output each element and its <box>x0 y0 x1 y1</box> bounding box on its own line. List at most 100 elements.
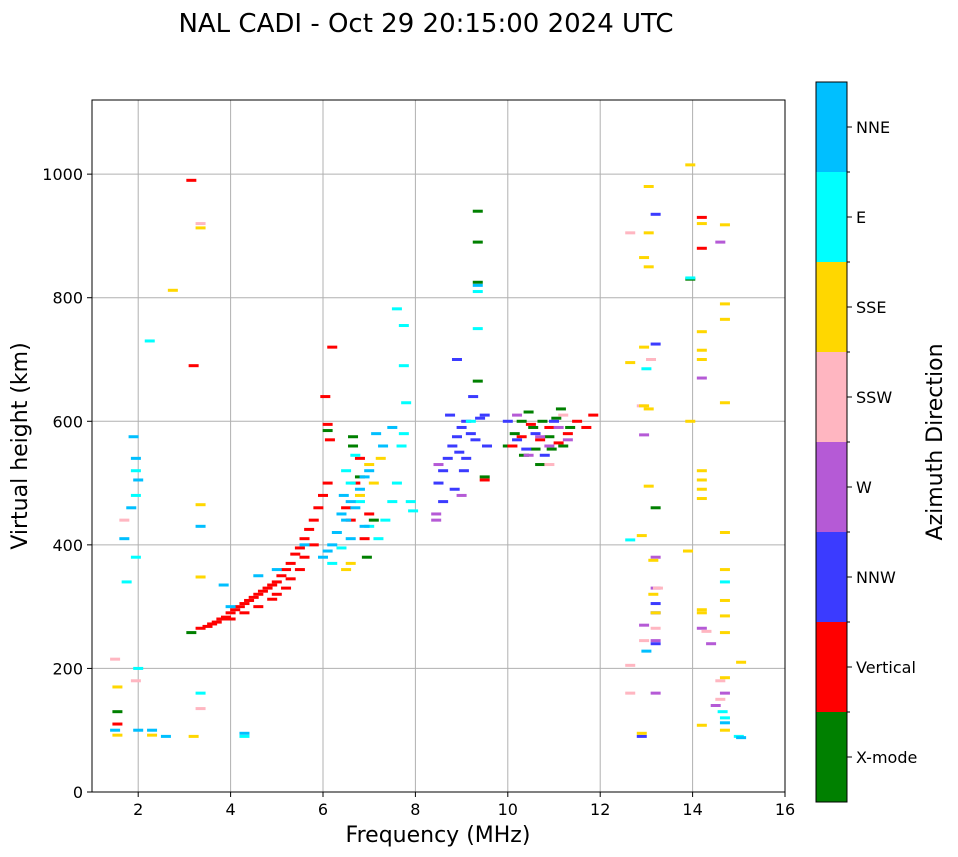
point-sse <box>639 404 650 408</box>
point-sse <box>643 407 654 411</box>
chart-title: NAL CADI - Oct 29 20:15:00 2024 UTC <box>178 9 673 39</box>
point-nne <box>354 487 365 491</box>
point-nne <box>318 555 328 559</box>
point-vertical <box>271 580 282 584</box>
point-nne <box>225 605 236 609</box>
point-x-mode <box>535 463 546 467</box>
point-sse <box>650 611 661 615</box>
point-sse <box>685 163 696 167</box>
point-vertical <box>186 178 197 182</box>
point-vertical <box>553 441 564 445</box>
colorbar-title: Azimuth Direction <box>923 343 948 540</box>
point-vertical <box>271 592 282 596</box>
point-vertical <box>253 592 264 596</box>
x-tick-label: 2 <box>133 800 143 819</box>
point-vertical <box>359 537 370 541</box>
point-sse <box>648 592 659 596</box>
point-vertical <box>195 626 206 630</box>
point-e <box>373 537 384 541</box>
point-sse <box>639 256 650 260</box>
point-sse <box>375 456 386 460</box>
point-e <box>398 324 409 328</box>
point-vertical <box>253 605 264 609</box>
point-e <box>641 367 652 371</box>
point-nne <box>128 435 139 439</box>
point-nnw <box>512 438 523 442</box>
point-vertical <box>696 246 707 250</box>
point-nne <box>378 444 389 448</box>
point-nnw <box>530 432 541 436</box>
point-nnw <box>442 456 453 460</box>
point-e <box>239 734 250 738</box>
point-ssw <box>558 413 569 417</box>
x-tick-label: 14 <box>682 800 702 819</box>
point-sse <box>648 558 659 562</box>
point-vertical <box>308 543 319 547</box>
point-sse <box>195 503 206 507</box>
point-e <box>195 691 206 695</box>
point-sse <box>719 631 730 635</box>
point-nnw <box>454 450 465 454</box>
colorbar-segment-sse <box>816 262 847 352</box>
point-vertical <box>112 722 123 726</box>
point-sse <box>696 723 707 727</box>
point-vertical <box>285 577 296 581</box>
point-w <box>535 435 546 439</box>
point-nne <box>336 512 347 516</box>
point-e <box>391 481 402 485</box>
plot-frame <box>91 99 786 793</box>
point-vertical <box>281 568 292 572</box>
point-sse <box>354 493 365 497</box>
point-vertical <box>285 561 296 565</box>
point-sse <box>195 575 206 579</box>
point-vertical <box>322 481 333 485</box>
point-vertical <box>225 617 236 621</box>
point-ssw <box>544 463 555 467</box>
colorbar-segment-nne <box>816 82 847 172</box>
point-sse <box>643 484 654 488</box>
point-e <box>472 327 483 331</box>
point-sse <box>167 288 178 292</box>
point-vertical <box>239 611 250 615</box>
point-vertical <box>320 395 331 399</box>
point-x-mode <box>523 410 534 414</box>
point-nne <box>160 734 171 738</box>
colorbar-label-w: W <box>856 478 872 497</box>
point-sse <box>696 222 707 226</box>
point-vertical <box>299 537 310 541</box>
point-vertical <box>216 617 227 621</box>
point-nne <box>130 456 141 460</box>
point-sse <box>682 549 693 553</box>
point-sse <box>696 487 707 491</box>
point-nnw <box>650 342 661 346</box>
point-w <box>715 240 726 244</box>
point-sse <box>696 611 707 615</box>
point-nne <box>119 537 130 541</box>
point-w <box>512 413 523 417</box>
point-w <box>433 463 444 467</box>
point-sse <box>719 317 730 321</box>
point-ssw <box>652 586 663 590</box>
point-nne <box>299 543 310 547</box>
x-tick-label: 12 <box>590 800 610 819</box>
point-x-mode <box>530 447 541 451</box>
colorbar-segment-x-mode <box>816 712 847 802</box>
point-sse <box>696 469 707 473</box>
point-nnw <box>456 425 467 429</box>
point-x-mode <box>565 425 576 429</box>
point-sse <box>719 401 730 405</box>
point-x-mode <box>509 432 520 436</box>
colorbar-segment-e <box>816 172 847 262</box>
point-sse <box>341 568 352 572</box>
point-x-mode <box>479 475 490 479</box>
point-ssw <box>195 222 206 226</box>
point-nnw <box>438 500 449 504</box>
point-x-mode <box>368 518 379 522</box>
point-w <box>696 626 707 630</box>
point-nne <box>719 721 730 725</box>
y-tick-label: 200 <box>52 659 83 678</box>
point-sse <box>719 676 730 680</box>
point-vertical <box>516 435 527 439</box>
point-ssw <box>119 518 130 522</box>
